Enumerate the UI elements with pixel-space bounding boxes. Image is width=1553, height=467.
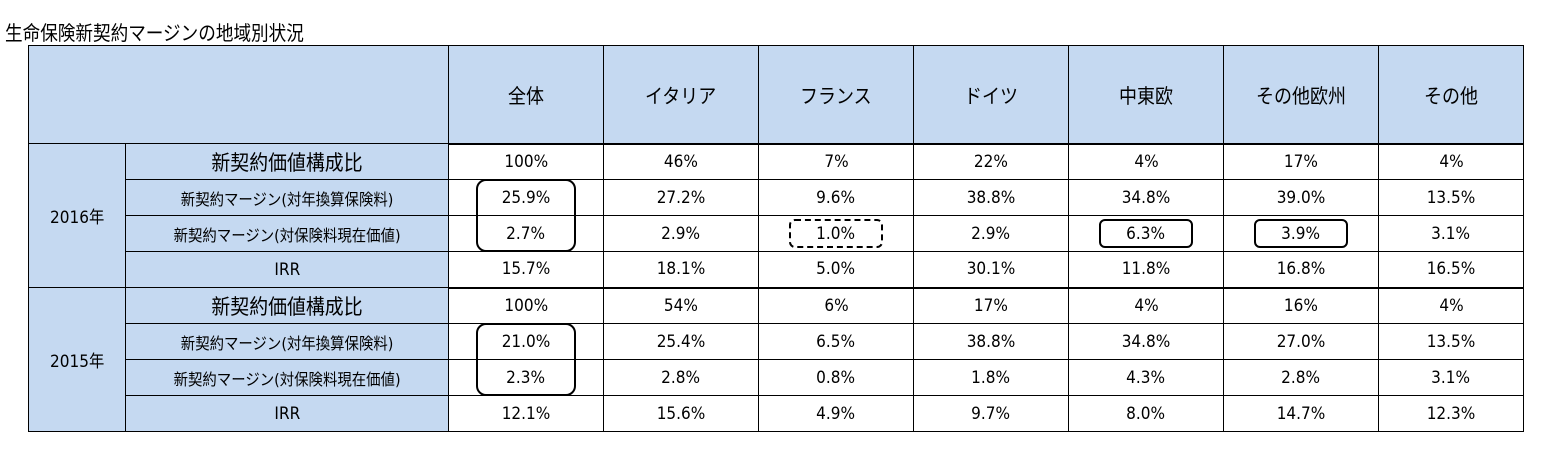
value-cell: 18.1% xyxy=(603,251,759,288)
value-cell: 54% xyxy=(603,286,759,324)
value-cell: 0.8% xyxy=(758,359,914,396)
value-cell: 16.5% xyxy=(1378,251,1524,288)
column-header: その他 xyxy=(1378,45,1524,144)
table-row: 新契約マージン(対年換算保険料) 21.0% 25.4% 6.5% 38.8% … xyxy=(29,323,1524,396)
row-label: 新契約価値構成比 xyxy=(125,143,449,180)
margin-table: 全体 イタリア フランス ドイツ 中東欧 その他欧州 その他 2016年 新契約… xyxy=(28,45,1524,432)
value-cell: 2.9% xyxy=(603,215,759,252)
value-cell: 2.7% xyxy=(448,215,604,252)
value-cell: 3.9% xyxy=(1223,215,1379,252)
table-row: 新契約マージン(対年換算保険料) 25.9% 27.2% 9.6% 38.8% … xyxy=(29,179,1524,252)
value-cell: 25.4% xyxy=(603,323,759,360)
value-cell: 38.8% xyxy=(913,179,1069,216)
value-cell: 4% xyxy=(1068,286,1224,324)
value-cell: 25.9% xyxy=(448,179,604,252)
row-label: 新契約マージン(対保険料現在価値) xyxy=(125,359,449,396)
table-row: 2015年 新契約価値構成比 100% 54% 6% 17% 4% 16% 4% xyxy=(28,286,1524,432)
table-row: 新契約マージン(対保険料現在価値) 2.7% 2.9% 1.0% 2.9% 6.… xyxy=(29,215,1524,252)
value-cell: 15.6% xyxy=(603,395,759,432)
value-cell: 12.1% xyxy=(448,395,604,432)
column-header: フランス xyxy=(758,45,914,144)
row-label: 新契約マージン(対保険料現在価値) xyxy=(125,215,449,252)
value-cell: 15.7% xyxy=(448,251,604,288)
row-label: IRR xyxy=(125,251,449,288)
value-cell: 14.7% xyxy=(1223,395,1379,432)
column-header: 中東欧 xyxy=(1068,45,1224,144)
value-cell: 100% xyxy=(448,142,604,180)
value-cell: 27.2% xyxy=(603,179,759,216)
value-cell: 17% xyxy=(1223,142,1379,180)
value-cell: 34.8% xyxy=(1068,179,1224,216)
value-cell: 11.8% xyxy=(1068,251,1224,288)
value-cell: 3.1% xyxy=(1378,359,1524,396)
value-cell: 4% xyxy=(1068,142,1224,180)
value-cell: 6% xyxy=(758,286,914,324)
page-title: 生命保険新契約マージンの地域別状況 xyxy=(5,21,304,45)
value-cell: 4% xyxy=(1378,286,1524,324)
year-cell: 2016年 xyxy=(28,143,126,288)
row-label: IRR xyxy=(125,395,449,432)
corner-cell xyxy=(28,45,449,144)
value-cell: 2.3% xyxy=(448,359,604,396)
header-row: 全体 イタリア フランス ドイツ 中東欧 その他欧州 その他 xyxy=(28,45,1524,144)
value-cell: 1.8% xyxy=(913,359,1069,396)
value-cell: 8.0% xyxy=(1068,395,1224,432)
row-label: 新契約価値構成比 xyxy=(125,287,449,324)
value-cell: 9.6% xyxy=(758,179,914,216)
value-cell: 9.7% xyxy=(913,395,1069,432)
value-cell: 4.3% xyxy=(1068,359,1224,396)
value-cell: 22% xyxy=(913,142,1069,180)
value-cell: 38.8% xyxy=(913,323,1069,360)
row-label: 新契約マージン(対年換算保険料) xyxy=(125,179,449,216)
value-cell: 100% xyxy=(448,286,604,324)
value-cell: 13.5% xyxy=(1378,323,1524,360)
value-cell: 39.0% xyxy=(1223,179,1379,216)
table-row: 新契約マージン(対保険料現在価値) 2.3% 2.8% 0.8% 1.8% 4.… xyxy=(29,359,1524,396)
value-cell: 5.0% xyxy=(758,251,914,288)
value-cell: 2.8% xyxy=(603,359,759,396)
column-header: 全体 xyxy=(448,45,604,144)
value-cell: 13.5% xyxy=(1378,179,1524,216)
value-cell: 17% xyxy=(913,286,1069,324)
value-cell: 34.8% xyxy=(1068,323,1224,360)
value-cell: 2.8% xyxy=(1223,359,1379,396)
column-header: その他欧州 xyxy=(1223,45,1379,144)
value-cell: 4.9% xyxy=(758,395,914,432)
column-header: イタリア xyxy=(603,45,759,144)
table-row: IRR 12.1% 15.6% 4.9% 9.7% 8.0% 14.7% 12.… xyxy=(29,395,1524,432)
value-cell: 16% xyxy=(1223,286,1379,324)
value-cell: 6.3% xyxy=(1068,215,1224,252)
value-cell: 16.8% xyxy=(1223,251,1379,288)
value-cell: 46% xyxy=(603,142,759,180)
value-cell: 7% xyxy=(758,142,914,180)
table-row: IRR 15.7% 18.1% 5.0% 30.1% 11.8% 16.8% 1… xyxy=(29,251,1524,288)
table-row: 2016年 新契約価値構成比 100% 46% 7% 22% 4% 17% 4% xyxy=(28,142,1524,288)
value-cell: 27.0% xyxy=(1223,323,1379,360)
value-cell: 1.0% xyxy=(758,215,914,252)
value-cell: 4% xyxy=(1378,142,1524,180)
column-header: ドイツ xyxy=(913,45,1069,144)
value-cell: 12.3% xyxy=(1378,395,1524,432)
value-cell: 30.1% xyxy=(913,251,1069,288)
value-cell: 3.1% xyxy=(1378,215,1524,252)
value-cell: 2.9% xyxy=(913,215,1069,252)
value-cell: 21.0% xyxy=(448,323,604,396)
row-label: 新契約マージン(対年換算保険料) xyxy=(125,323,449,360)
year-cell: 2015年 xyxy=(28,287,126,432)
value-cell: 6.5% xyxy=(758,323,914,360)
